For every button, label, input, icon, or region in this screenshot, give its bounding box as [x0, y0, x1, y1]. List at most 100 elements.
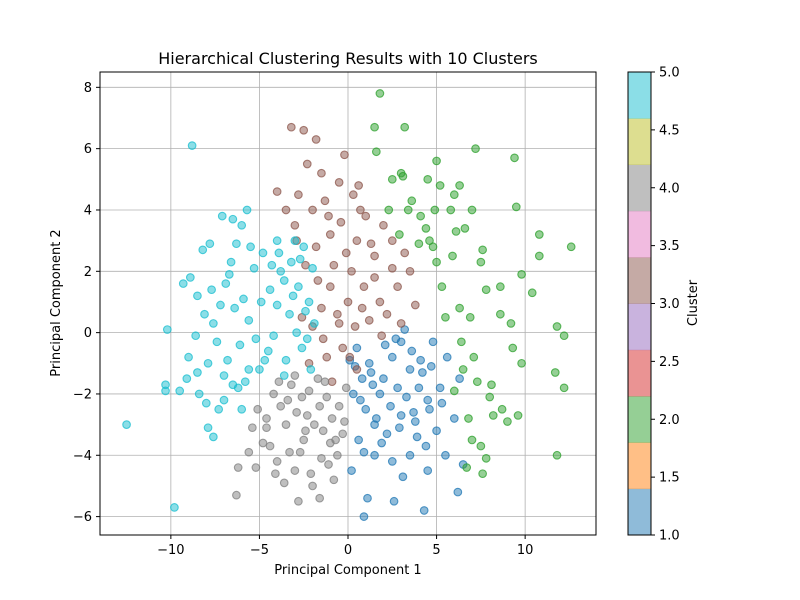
point-cluster-2: [478, 469, 487, 479]
point-cluster-1: [352, 343, 362, 353]
point-cluster-5: [226, 257, 236, 267]
point-cluster-5: [224, 270, 234, 279]
colorbar-segment: [628, 118, 651, 165]
colorbar-segment: [628, 210, 651, 258]
point-cluster-2: [506, 319, 516, 328]
point-cluster-2: [481, 285, 491, 295]
point-cluster-4: [329, 475, 339, 485]
point-cluster-5: [239, 294, 248, 304]
point-cluster-5: [286, 257, 296, 267]
point-cluster-4: [315, 401, 325, 411]
point-cluster-2: [416, 211, 425, 221]
point-cluster-2: [488, 411, 498, 420]
point-cluster-2: [400, 122, 410, 132]
point-cluster-3: [325, 282, 335, 291]
point-cluster-1: [402, 392, 411, 402]
point-cluster-5: [292, 328, 301, 337]
point-cluster-2: [462, 463, 472, 472]
point-cluster-3: [354, 181, 363, 190]
point-cluster-5: [288, 291, 298, 301]
point-cluster-3: [350, 322, 360, 331]
point-cluster-1: [426, 362, 436, 371]
point-cluster-5: [242, 205, 252, 215]
point-cluster-4: [295, 447, 305, 457]
point-cluster-1: [361, 404, 371, 414]
point-cluster-2: [481, 453, 491, 463]
colorbar-segment: [628, 72, 651, 119]
point-cluster-4: [244, 447, 254, 457]
y-tick-label: −2: [73, 387, 92, 402]
point-cluster-4: [308, 481, 317, 491]
point-cluster-1: [379, 374, 388, 383]
point-cluster-3: [359, 282, 369, 291]
point-cluster-3: [393, 282, 402, 291]
chart-title: Hierarchical Clustering Results with 10 …: [158, 49, 538, 68]
point-cluster-5: [194, 389, 204, 399]
point-cluster-1: [453, 487, 463, 497]
colorbar-tick-label: 3.0: [659, 297, 680, 312]
point-cluster-5: [214, 404, 224, 414]
point-cluster-4: [232, 490, 241, 500]
point-cluster-3: [387, 263, 397, 273]
point-cluster-5: [237, 220, 247, 230]
point-cluster-3: [318, 334, 328, 344]
point-cluster-4: [271, 469, 280, 479]
point-cluster-4: [318, 426, 328, 436]
point-cluster-1: [437, 398, 447, 408]
point-cluster-3: [311, 135, 321, 144]
point-cluster-1: [418, 368, 427, 377]
point-cluster-2: [487, 380, 496, 390]
point-cluster-4: [290, 371, 300, 380]
point-cluster-2: [534, 251, 544, 261]
point-cluster-5: [209, 319, 218, 328]
point-cluster-3: [396, 319, 406, 328]
point-cluster-4: [258, 438, 268, 448]
point-cluster-2: [449, 386, 459, 396]
colorbar-segment: [628, 164, 651, 212]
colorbar-segment: [628, 488, 651, 536]
point-cluster-3: [327, 377, 337, 387]
point-cluster-4: [324, 460, 333, 469]
point-cluster-2: [467, 435, 477, 445]
point-cluster-2: [425, 236, 434, 245]
point-cluster-3: [338, 343, 348, 353]
point-cluster-2: [552, 450, 562, 460]
point-cluster-2: [432, 257, 441, 267]
point-cluster-2: [517, 270, 526, 279]
point-cluster-2: [403, 205, 413, 215]
point-cluster-4: [331, 435, 340, 445]
point-cluster-5: [302, 334, 312, 344]
y-tick-label: 0: [84, 326, 92, 341]
point-cluster-4: [340, 417, 349, 426]
point-cluster-1: [428, 337, 438, 347]
y-tick-label: −4: [73, 449, 92, 464]
point-cluster-2: [432, 156, 441, 166]
point-cluster-5: [200, 309, 209, 319]
point-cluster-2: [559, 383, 569, 393]
point-cluster-2: [451, 227, 461, 236]
point-cluster-5: [267, 260, 277, 270]
point-cluster-2: [449, 190, 459, 199]
point-cluster-5: [182, 374, 192, 383]
point-cluster-5: [193, 368, 202, 377]
point-cluster-2: [384, 205, 394, 215]
point-cluster-5: [193, 291, 202, 301]
point-cluster-1: [387, 352, 397, 362]
point-cluster-3: [341, 248, 351, 258]
point-cluster-1: [357, 374, 367, 383]
point-cluster-3: [364, 316, 374, 325]
point-cluster-3: [382, 309, 392, 319]
point-cluster-4: [274, 377, 284, 387]
point-cluster-5: [185, 273, 195, 282]
point-cluster-2: [455, 303, 464, 313]
point-cluster-5: [295, 254, 305, 264]
point-cluster-1: [347, 466, 356, 475]
point-cluster-1: [435, 383, 445, 393]
point-cluster-3: [311, 242, 321, 252]
point-cluster-2: [527, 288, 537, 298]
y-tick-label: 2: [84, 265, 92, 280]
point-cluster-3: [356, 205, 365, 215]
point-cluster-1: [455, 374, 464, 383]
y-tick-label: −6: [73, 510, 92, 525]
